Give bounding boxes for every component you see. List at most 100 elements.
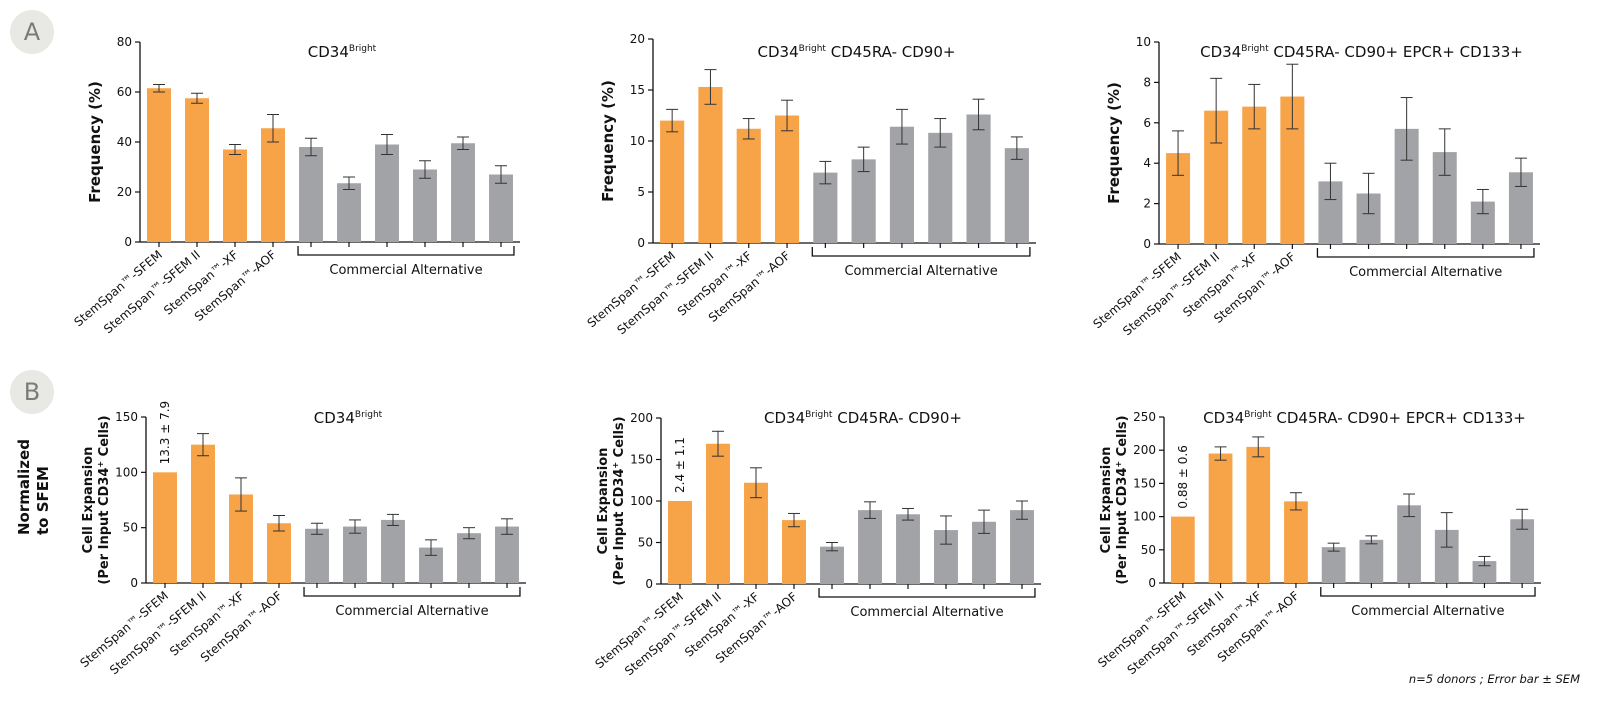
ylabel-post: Cells) [1115, 415, 1130, 460]
title-main: CD34 [758, 43, 799, 61]
y-tick-label: 10 [630, 134, 645, 148]
ylabel-sup: + [1114, 461, 1123, 468]
y-axis-label-line-2: (Per Input CD34+ Cells) [96, 415, 112, 584]
ylabel-sup: + [611, 462, 620, 469]
ylabel-pre: (Per Input CD34 [1115, 468, 1130, 585]
y-tick-label: 100 [630, 494, 653, 508]
commercial-bracket [303, 587, 521, 597]
y-tick-label: 150 [115, 410, 138, 424]
bar-stemspan-4 [1284, 501, 1308, 583]
bar-commercial-1 [820, 546, 844, 584]
chart-2-title: CD34Bright CD45RA- CD90+ [758, 43, 956, 61]
y-axis-label-line-2: (Per Input CD34+ Cells) [611, 416, 627, 585]
y-axis-label-line-1: Cell Expansion [596, 448, 611, 555]
y-tick-label: 0 [130, 576, 138, 590]
title-rest: CD45RA- CD90+ [826, 43, 956, 61]
bar-annotation: 2.4 ± 1.1 [673, 437, 687, 493]
bar-commercial-3 [375, 144, 399, 242]
bar-stemspan-2 [706, 443, 730, 584]
bar-stemspan-1 [147, 88, 171, 242]
ylabel-sup: + [96, 461, 105, 468]
commercial-bracket [818, 588, 1036, 598]
bar-commercial-5 [457, 533, 481, 583]
bar-stemspan-3 [1246, 446, 1271, 583]
bar-commercial-6 [1004, 148, 1029, 243]
y-tick-label: 150 [630, 453, 653, 467]
title-superscript: Bright [805, 410, 833, 420]
y-axis-label-line-2: (Per Input CD34+ Cells) [1114, 415, 1130, 584]
y-tick-label: 15 [630, 83, 645, 97]
y-axis-label: Frequency (%) [599, 80, 617, 202]
title-superscript: Bright [1244, 410, 1272, 420]
y-tick-label: 100 [115, 465, 138, 479]
bar-commercial-5 [451, 143, 475, 242]
bar-commercial-3 [889, 126, 915, 243]
title-superscript: Bright [355, 410, 383, 420]
ylabel-post: Cells) [612, 416, 627, 461]
panel-label-a-text: A [23, 18, 41, 46]
y-tick-label: 100 [1133, 510, 1156, 524]
bar-commercial-2 [343, 526, 367, 583]
commercial-bracket-label: Commercial Alternative [1349, 265, 1502, 280]
y-axis-label-line-1: Cell Expansion [1099, 447, 1114, 554]
title-main: CD34 [1203, 409, 1244, 427]
y-tick-label: 80 [117, 35, 132, 49]
footnote: n=5 donors ; Error bar ± SEM [1408, 672, 1580, 686]
bar-commercial-4 [419, 547, 443, 583]
y-tick-label: 200 [1133, 443, 1156, 457]
bar-commercial-3 [896, 514, 920, 584]
bar-stemspan-3 [1242, 106, 1267, 244]
bar-commercial-1 [299, 147, 323, 242]
bar-commercial-2 [858, 510, 882, 584]
y-tick-label: 10 [1136, 35, 1151, 49]
panel-label-b: B [10, 370, 54, 414]
title-rest: CD45RA- CD90+ EPCR+ CD133+ [1269, 43, 1523, 61]
commercial-bracket-label: Commercial Alternative [1351, 604, 1504, 619]
bar-commercial-5 [966, 114, 991, 243]
y-tick-label: 40 [117, 135, 132, 149]
commercial-bracket [297, 246, 515, 256]
y-tick-label: 50 [638, 536, 653, 550]
bar-stemspan-2 [1208, 453, 1233, 583]
bar-commercial-1 [305, 528, 329, 583]
bar-stemspan-3 [744, 482, 768, 584]
bar-commercial-3 [381, 519, 405, 583]
bar-commercial-5 [1472, 561, 1497, 583]
bar-stemspan-1 [660, 120, 685, 243]
bar-commercial-2 [337, 183, 361, 242]
bar-commercial-4 [1434, 529, 1459, 583]
y-tick-label: 60 [117, 85, 132, 99]
bar-annotation: 0.88 ± 0.6 [1176, 445, 1190, 509]
bar-commercial-6 [1010, 510, 1034, 584]
y-tick-label: 0 [645, 577, 653, 591]
bar-commercial-6 [495, 526, 519, 583]
y-tick-label: 0 [637, 236, 645, 250]
y-axis-label: Frequency (%) [1105, 82, 1123, 204]
title-superscript: Bright [1241, 44, 1269, 54]
bar-commercial-4 [928, 132, 953, 243]
panel-label-b-text: B [23, 378, 41, 406]
y-tick-label: 20 [117, 185, 132, 199]
y-tick-label: 200 [630, 411, 653, 425]
commercial-bracket-label: Commercial Alternative [850, 605, 1003, 620]
bar-commercial-4 [413, 169, 437, 242]
chart-6: CD34Bright CD45RA- CD90+ EPCR+ CD133+ Cel… [1095, 409, 1541, 677]
bar-commercial-5 [972, 521, 996, 584]
bar-stemspan-1 [668, 501, 692, 584]
chart-4-title: CD34Bright [314, 409, 383, 427]
commercial-bracket-label: Commercial Alternative [844, 264, 997, 279]
title-main: CD34 [764, 409, 805, 427]
bar-commercial-6 [1510, 519, 1535, 583]
title-main: CD34 [1200, 43, 1241, 61]
bar-stemspan-4 [267, 523, 291, 583]
bar-stemspan-3 [223, 149, 247, 242]
y-tick-label: 50 [123, 521, 138, 535]
bar-stemspan-4 [261, 128, 285, 242]
y-tick-label: 2 [1143, 197, 1151, 211]
bar-stemspan-4 [774, 115, 800, 243]
ylabel-pre: (Per Input CD34 [612, 469, 627, 586]
commercial-bracket-label: Commercial Alternative [329, 263, 482, 278]
bar-stemspan-1 [1170, 516, 1195, 583]
